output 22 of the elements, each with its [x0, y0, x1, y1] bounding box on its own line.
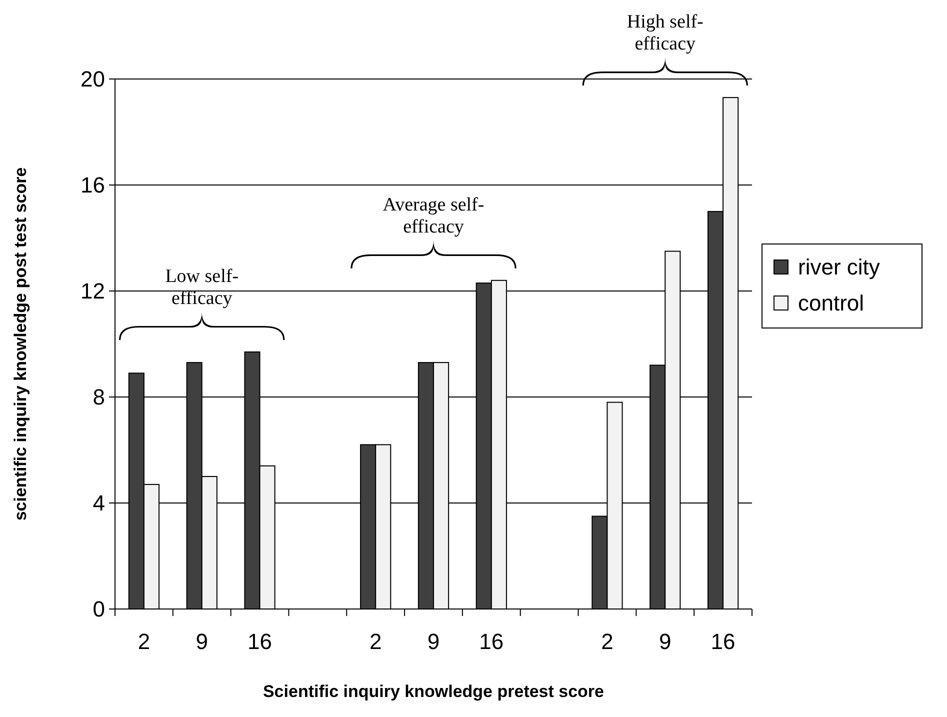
annotation: Low self-efficacy: [165, 266, 239, 309]
y-tick-label: 16: [80, 172, 105, 198]
x-axis-title: Scientific inquiry knowledge pretest score: [262, 682, 604, 701]
y-tick-label: 8: [92, 384, 105, 410]
y-tick-label: 0: [92, 596, 105, 622]
x-tick-label: 16: [479, 629, 504, 654]
x-tick-label: 9: [659, 629, 672, 654]
y-tick-label: 4: [92, 490, 105, 516]
x-tick-label: 2: [138, 629, 150, 654]
y-axis-title: scientific inquiry knowledge post test score: [11, 167, 30, 521]
x-tick-label: 16: [248, 629, 272, 654]
legend-label: river city: [798, 254, 880, 280]
x-tick-label: 9: [196, 629, 208, 654]
x-tick-label: 2: [601, 629, 614, 654]
y-tick-label: 12: [80, 278, 105, 304]
x-tick-label: 2: [369, 629, 382, 654]
legend-label: control: [798, 290, 864, 316]
x-tick-label: 9: [427, 629, 440, 654]
x-tick-label: 16: [710, 629, 736, 654]
y-tick-label: 20: [80, 66, 105, 92]
text: High self-efficacy: [626, 12, 704, 55]
annotation: Average self-efficacy: [382, 194, 484, 238]
